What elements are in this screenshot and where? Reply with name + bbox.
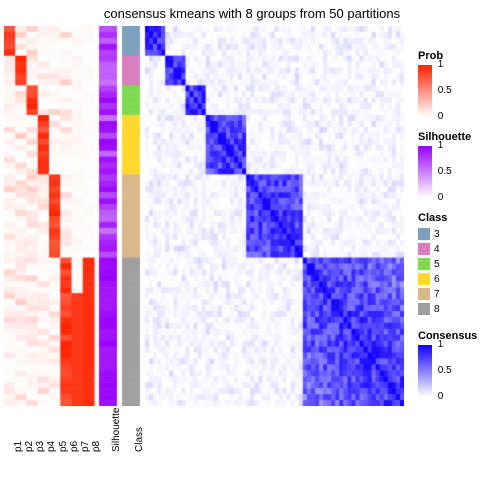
legend-class-item: 6 <box>418 272 498 286</box>
column-label: p3 <box>35 441 46 452</box>
column-label: p4 <box>46 441 57 452</box>
legend-prob-ticks: 10.50 <box>438 65 462 117</box>
legend-class-item: 5 <box>418 257 498 271</box>
heatmap-canvas <box>4 26 404 406</box>
legend-class: Class 3 4 5 6 7 8 <box>418 212 498 316</box>
legend-silhouette-gradient <box>418 146 432 198</box>
legend-silhouette-ticks: 10.50 <box>438 146 462 198</box>
column-label: Silhouette <box>111 408 122 452</box>
column-label: p2 <box>24 441 35 452</box>
legend-class-swatch <box>418 303 430 315</box>
legend-class-swatch <box>418 258 430 270</box>
legend-tick: 0 <box>438 392 444 402</box>
column-label: p5 <box>58 441 69 452</box>
legend-silhouette: Silhouette 10.50 <box>418 131 498 198</box>
legend-consensus-ticks: 10.50 <box>438 345 462 397</box>
legend-consensus: Consensus 10.50 <box>418 330 498 397</box>
legend-tick: 0.5 <box>438 167 452 177</box>
legend-class-label: 7 <box>434 289 440 300</box>
legend-class-swatch <box>418 288 430 300</box>
legend-class-label: 4 <box>434 244 440 255</box>
legend-class-items: 3 4 5 6 7 8 <box>418 227 498 316</box>
legend-prob-gradient <box>418 65 432 117</box>
legends: Prob 10.50 Silhouette 10.50 Class 345678… <box>418 50 498 411</box>
legend-prob: Prob 10.50 <box>418 50 498 117</box>
legend-class-swatch <box>418 243 430 255</box>
legend-silhouette-title: Silhouette <box>418 131 498 143</box>
legend-class-item: 8 <box>418 302 498 316</box>
legend-prob-title: Prob <box>418 50 498 62</box>
legend-class-item: 7 <box>418 287 498 301</box>
legend-tick: 0 <box>438 112 444 122</box>
column-label: p1 <box>13 441 24 452</box>
legend-class-title: Class <box>418 212 498 224</box>
legend-tick: 1 <box>438 60 444 70</box>
legend-class-item: 4 <box>418 242 498 256</box>
legend-tick: 0.5 <box>438 366 452 376</box>
legend-class-label: 8 <box>434 304 440 315</box>
column-label: p7 <box>80 441 91 452</box>
plot-title: consensus kmeans with 8 groups from 50 p… <box>0 6 504 21</box>
legend-class-label: 3 <box>434 229 440 240</box>
legend-class-label: 5 <box>434 259 440 270</box>
legend-consensus-gradient <box>418 345 432 397</box>
legend-tick: 1 <box>438 141 444 151</box>
legend-tick: 0.5 <box>438 86 452 96</box>
legend-tick: 1 <box>438 340 444 350</box>
legend-class-swatch <box>418 273 430 285</box>
column-label: p8 <box>91 441 102 452</box>
legend-tick: 0 <box>438 193 444 203</box>
legend-class-label: 6 <box>434 274 440 285</box>
legend-class-swatch <box>418 228 430 240</box>
legend-consensus-title: Consensus <box>418 330 498 342</box>
column-label: p6 <box>69 441 80 452</box>
column-label: Class <box>134 427 145 452</box>
legend-class-item: 3 <box>418 227 498 241</box>
